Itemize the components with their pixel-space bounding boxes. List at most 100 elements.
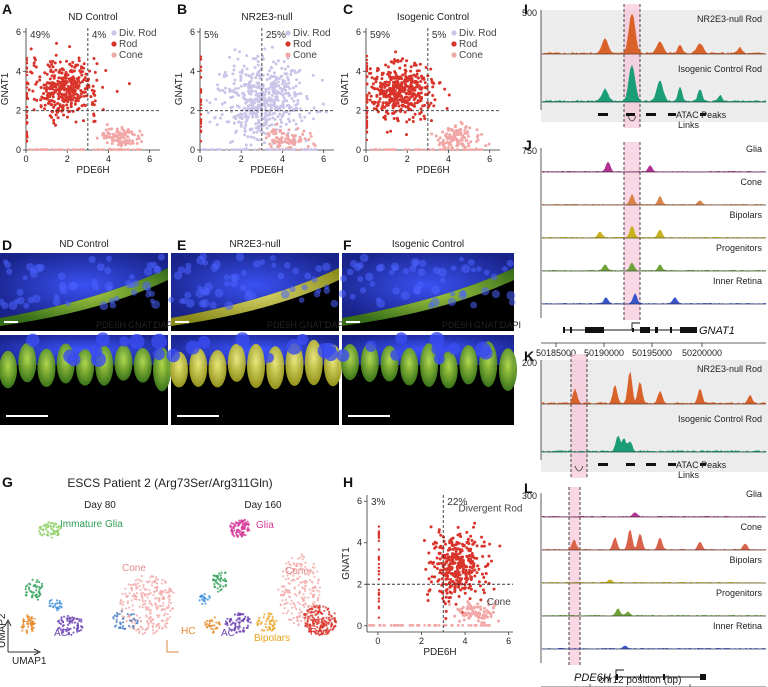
data-point [424, 567, 428, 571]
data-point [44, 83, 48, 87]
nucleus [392, 265, 398, 272]
nucleus [145, 287, 152, 293]
data-point [311, 117, 315, 121]
data-point [401, 73, 405, 77]
data-point [485, 615, 489, 619]
umap-point [290, 599, 293, 602]
umap-point [169, 616, 172, 619]
nucleus [395, 332, 408, 345]
data-point [292, 118, 296, 122]
x-axis-label: PDE6H [416, 165, 449, 176]
umap-point [162, 614, 166, 617]
data-point [260, 66, 264, 70]
data-point [413, 61, 417, 65]
data-point [244, 73, 248, 77]
umap-point [48, 599, 51, 603]
data-point [276, 80, 280, 84]
nucleus [448, 342, 461, 355]
umap-point [21, 626, 24, 629]
data-point [256, 63, 260, 67]
data-point [478, 615, 482, 619]
umap-point [299, 581, 302, 584]
data-point [220, 102, 224, 106]
data-point [365, 124, 369, 128]
data-point [292, 136, 296, 140]
data-point [272, 74, 276, 78]
umap-point [132, 613, 135, 616]
atac-peak [598, 113, 608, 116]
umap-point [297, 584, 300, 587]
data-point [126, 148, 130, 151]
data-point [380, 77, 384, 81]
data-point [297, 92, 301, 96]
data-point [405, 133, 409, 137]
data-point [298, 115, 302, 119]
data-point [117, 131, 121, 135]
annotation-cone: Cone [487, 597, 511, 608]
umap-point [35, 580, 38, 584]
data-point [453, 573, 457, 577]
umap-point [67, 628, 70, 632]
links-label: Links [678, 470, 700, 480]
data-point [215, 123, 219, 127]
data-point [61, 106, 65, 110]
umap-point [297, 577, 300, 580]
data-point [453, 125, 457, 129]
umap-point [284, 578, 287, 581]
nucleus [304, 272, 312, 280]
data-point [395, 116, 399, 120]
umap-point [216, 626, 219, 630]
data-point [72, 76, 76, 80]
umap-point [77, 629, 81, 632]
data-point [284, 148, 288, 151]
data-point [464, 139, 468, 143]
data-point [463, 591, 467, 595]
nucleus [316, 288, 322, 294]
umap-point [163, 608, 167, 611]
umap-point [130, 588, 134, 592]
umap-point [135, 621, 138, 625]
umap-point [306, 617, 309, 620]
data-point [479, 584, 483, 588]
data-point [412, 80, 416, 84]
data-point [93, 99, 97, 103]
umap-point [135, 598, 138, 601]
umap-point [303, 596, 307, 599]
data-point [238, 50, 242, 54]
data-point [71, 88, 75, 92]
data-point [278, 129, 282, 133]
data-point [51, 70, 55, 74]
umap-point [230, 522, 233, 525]
nucleus [506, 290, 516, 300]
data-point [445, 567, 449, 571]
data-point [449, 572, 453, 576]
data-point [76, 63, 80, 67]
data-point [293, 93, 297, 97]
data-point [410, 84, 414, 88]
data-point [465, 131, 469, 135]
data-point [53, 103, 57, 107]
umap-point [326, 627, 329, 630]
umap-point [199, 595, 202, 598]
nucleus [59, 285, 68, 295]
data-point [199, 118, 203, 122]
umap-point [283, 585, 286, 588]
data-point [241, 91, 245, 95]
nucleus [311, 276, 318, 283]
umap-point [318, 605, 321, 608]
data-point [70, 94, 74, 98]
data-point [238, 116, 242, 120]
tss-arrow [631, 322, 640, 330]
umap-label-immature-glia: Immature Glia [60, 519, 123, 530]
data-point [423, 81, 427, 85]
data-point [287, 128, 291, 132]
umap-label-bipolars-160: Bipolars [254, 633, 290, 644]
umap-point [151, 581, 154, 584]
data-point [249, 107, 253, 111]
umap-point [31, 591, 34, 594]
coverage-track [541, 371, 767, 405]
data-point [56, 101, 60, 105]
data-point [262, 57, 266, 61]
data-point [222, 73, 226, 77]
